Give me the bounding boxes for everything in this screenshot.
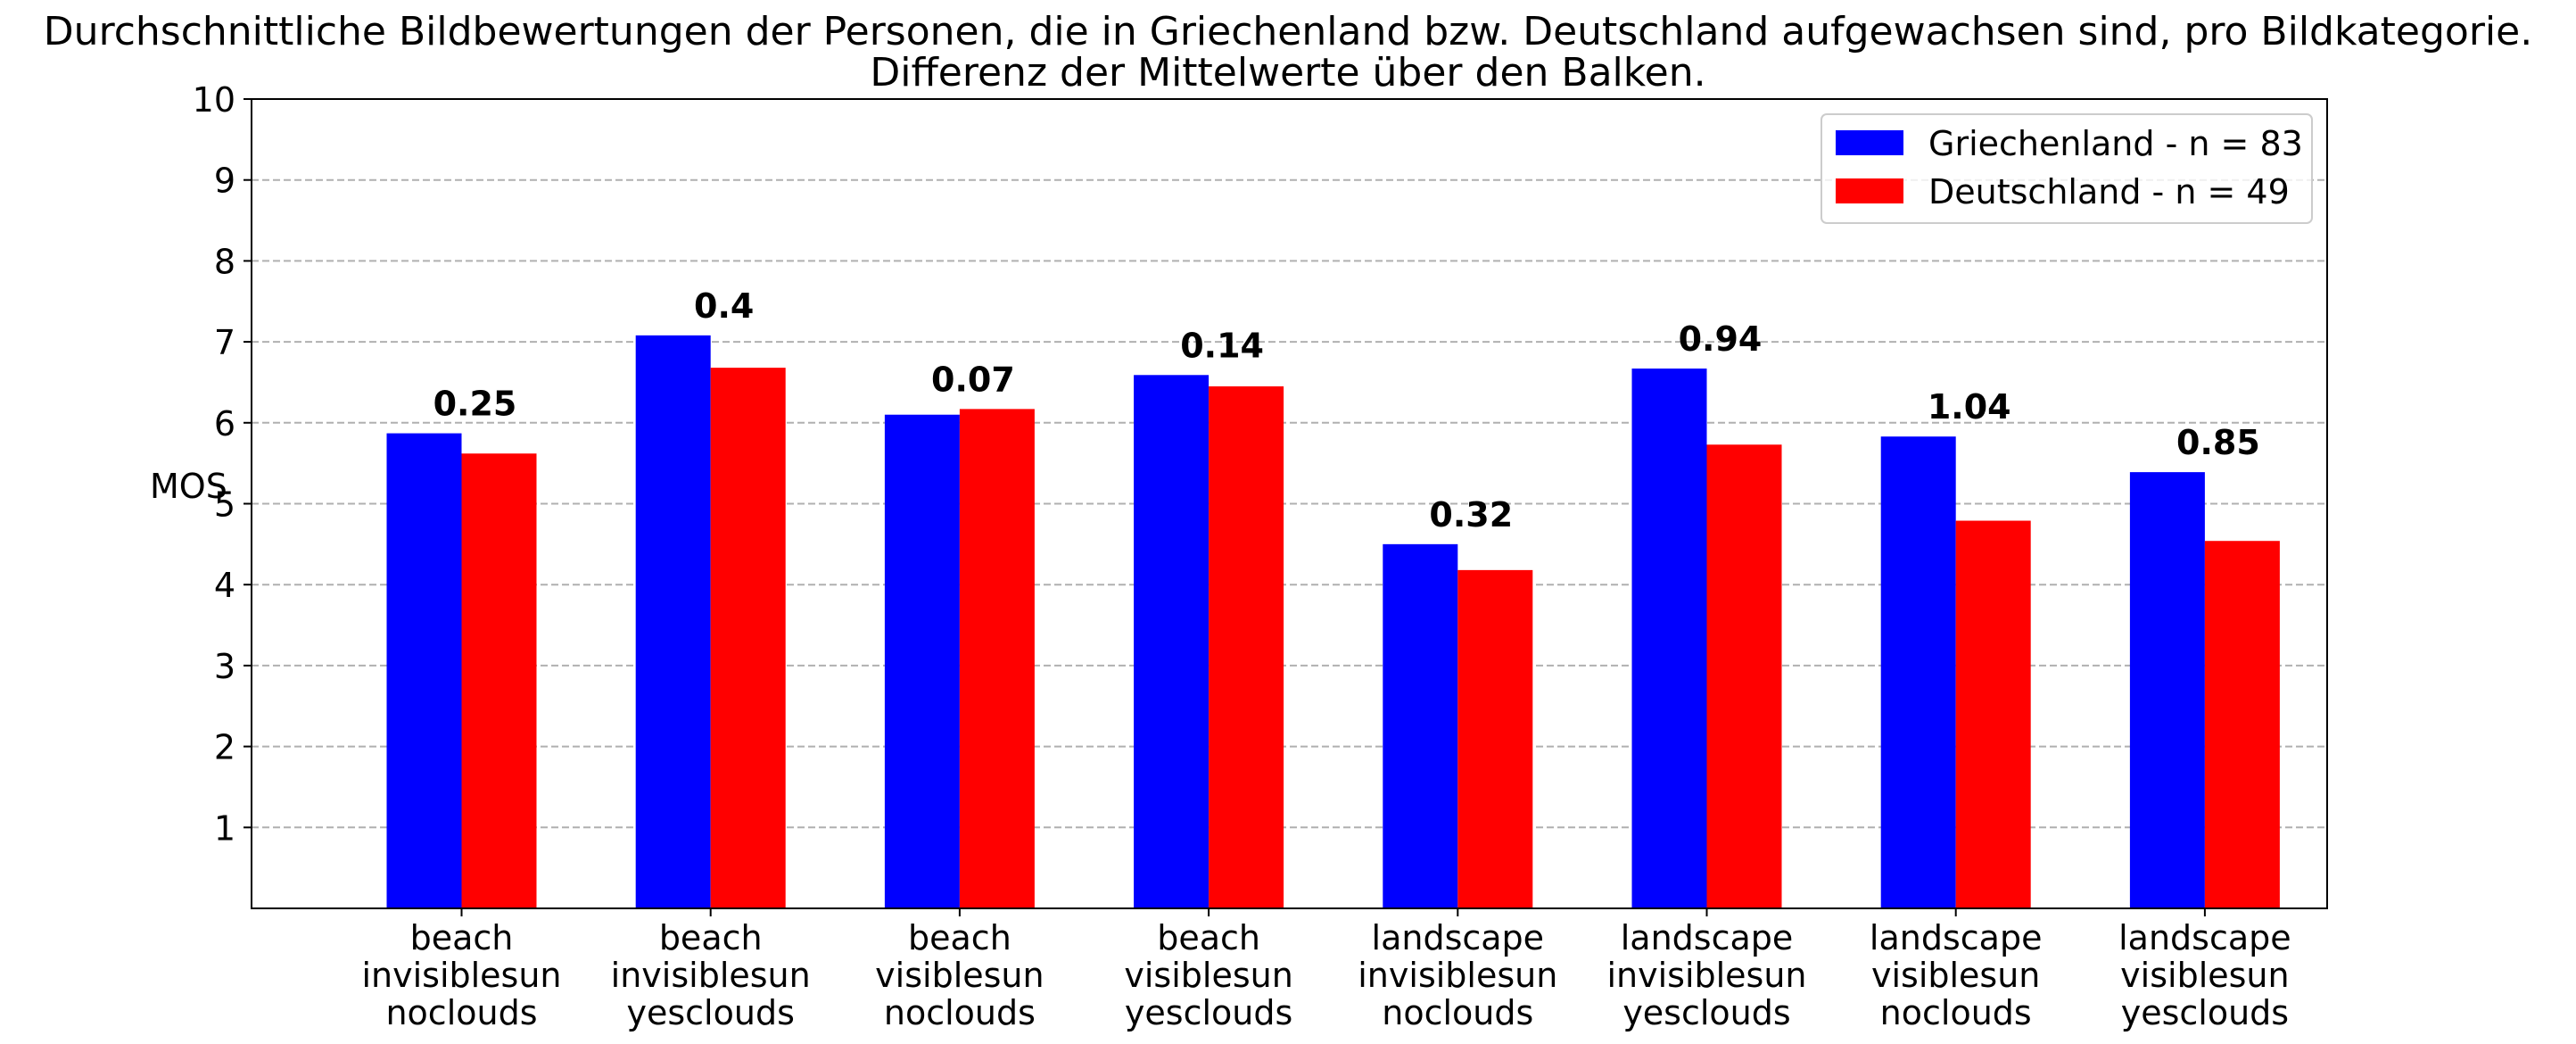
difference-label: 0.07 bbox=[931, 360, 1015, 399]
x-tick-label: beach bbox=[908, 918, 1011, 957]
y-tick-label: 4 bbox=[214, 566, 235, 605]
legend-label-griechenland: Griechenland - n = 83 bbox=[1928, 124, 2303, 163]
difference-label: 0.32 bbox=[1429, 495, 1513, 534]
x-tick-label: invisiblesun bbox=[361, 956, 561, 995]
x-tick-label: yesclouds bbox=[627, 993, 795, 1032]
bar-deutschland bbox=[1209, 385, 1284, 908]
bar-deutschland bbox=[2204, 541, 2280, 908]
legend-swatch-deutschland bbox=[1836, 178, 1903, 203]
x-tick-label: landscape bbox=[1621, 918, 1794, 957]
difference-label: 0.85 bbox=[2176, 423, 2260, 462]
y-tick-label: 7 bbox=[214, 323, 235, 362]
bar-griechenland bbox=[1134, 375, 1210, 908]
difference-label: 0.94 bbox=[1679, 319, 1763, 359]
bar-griechenland bbox=[1631, 369, 1707, 908]
x-tick-label: noclouds bbox=[884, 993, 1036, 1032]
x-tick-label: landscape bbox=[2118, 918, 2291, 957]
bars bbox=[386, 335, 2280, 909]
chart-title-line1: Durchschnittliche Bildbewertungen der Pe… bbox=[44, 9, 2532, 54]
x-tick-label: visiblesun bbox=[2120, 956, 2289, 995]
bar-deutschland bbox=[1706, 444, 1782, 908]
bar-deutschland bbox=[710, 368, 786, 908]
x-tick-label: beach bbox=[410, 918, 514, 957]
x-axis: beachinvisiblesunnocloudsbeachinvisibles… bbox=[361, 908, 2291, 1032]
y-tick-label: 2 bbox=[214, 728, 235, 767]
x-tick-label: beach bbox=[1157, 918, 1260, 957]
x-tick-label: visiblesun bbox=[1871, 956, 2040, 995]
y-axis: 1 2 3 4 5 6 7 8 9 10 bbox=[193, 80, 252, 848]
legend-label-deutschland: Deutschland - n = 49 bbox=[1928, 172, 2290, 211]
difference-label: 1.04 bbox=[1928, 387, 2011, 427]
x-tick-label: yesclouds bbox=[1622, 993, 1790, 1032]
y-tick-label: 10 bbox=[193, 80, 235, 120]
x-tick-label: invisiblesun bbox=[1358, 956, 1557, 995]
x-tick-label: landscape bbox=[1372, 918, 1545, 957]
bar-griechenland bbox=[635, 335, 711, 908]
x-tick-label: noclouds bbox=[385, 993, 537, 1032]
legend: Griechenland - n = 83 Deutschland - n = … bbox=[1821, 113, 2313, 224]
difference-label: 0.25 bbox=[433, 385, 517, 424]
legend-box bbox=[1821, 113, 2313, 224]
chart-title-line2: Differenz der Mittelwerte über den Balke… bbox=[870, 50, 1705, 95]
bar-griechenland bbox=[2129, 472, 2205, 908]
bar-griechenland bbox=[1383, 543, 1458, 908]
y-tick-label: 3 bbox=[214, 647, 235, 686]
x-tick-label: landscape bbox=[1870, 918, 2043, 957]
y-axis-label: MOS bbox=[150, 467, 227, 506]
bar-deutschland bbox=[461, 453, 537, 908]
x-tick-label: beach bbox=[659, 918, 763, 957]
y-tick-label: 5 bbox=[214, 485, 235, 525]
y-tick-label: 1 bbox=[214, 808, 235, 848]
y-tick-label: 8 bbox=[214, 242, 235, 281]
x-tick-label: yesclouds bbox=[2121, 993, 2289, 1032]
x-tick-label: yesclouds bbox=[1125, 993, 1292, 1032]
bar-griechenland bbox=[1880, 436, 1956, 908]
x-tick-label: visiblesun bbox=[1124, 956, 1292, 995]
legend-swatch-griechenland bbox=[1836, 130, 1903, 155]
x-tick-label: noclouds bbox=[1880, 993, 2032, 1032]
y-tick-label: 9 bbox=[214, 162, 235, 201]
y-tick-label: 6 bbox=[214, 404, 235, 443]
difference-labels: 0.25 0.4 0.07 0.14 0.32 0.94 1.04 0.85 bbox=[433, 286, 2260, 534]
x-tick-label: invisiblesun bbox=[1606, 956, 1806, 995]
x-tick-label: invisiblesun bbox=[611, 956, 811, 995]
x-tick-label: noclouds bbox=[1382, 993, 1533, 1032]
bar-deutschland bbox=[1955, 520, 2031, 908]
difference-label: 0.4 bbox=[694, 286, 754, 326]
difference-label: 0.14 bbox=[1180, 326, 1264, 365]
bar-deutschland bbox=[959, 409, 1035, 909]
x-tick-label: visiblesun bbox=[875, 956, 1044, 995]
bar-griechenland bbox=[884, 414, 960, 909]
bar-griechenland bbox=[386, 433, 462, 908]
bar-deutschland bbox=[1457, 569, 1533, 908]
